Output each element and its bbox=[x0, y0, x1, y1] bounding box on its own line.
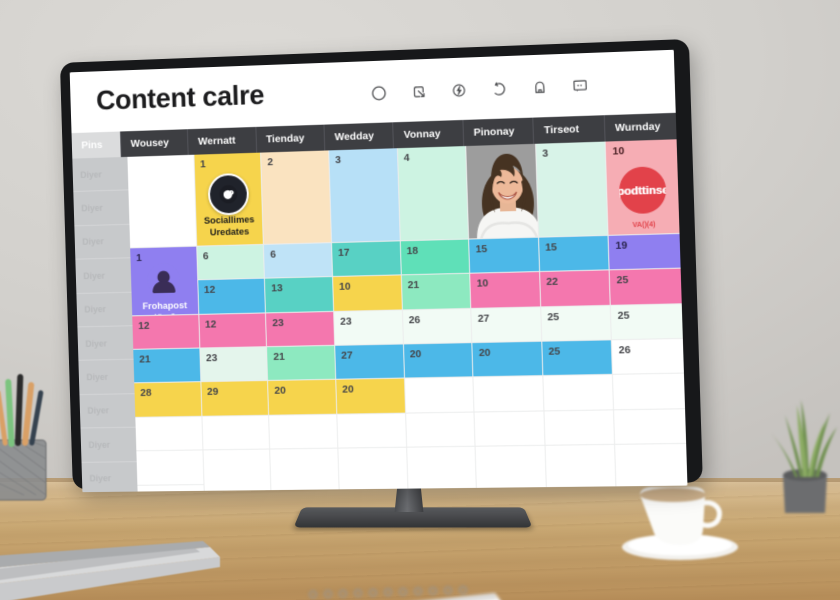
svg-text:podttinse: podttinse bbox=[619, 184, 666, 198]
svg-text:podttinse: podttinse bbox=[619, 184, 666, 198]
